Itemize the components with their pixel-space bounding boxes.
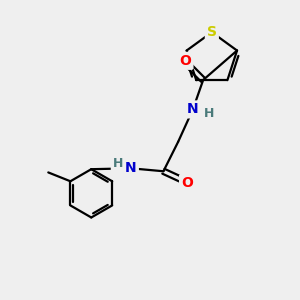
Text: H: H bbox=[204, 107, 214, 120]
Text: O: O bbox=[180, 54, 191, 68]
Text: H: H bbox=[112, 158, 123, 170]
Text: S: S bbox=[207, 25, 217, 39]
Text: N: N bbox=[125, 161, 137, 175]
Text: O: O bbox=[181, 176, 193, 190]
Text: N: N bbox=[187, 102, 199, 116]
